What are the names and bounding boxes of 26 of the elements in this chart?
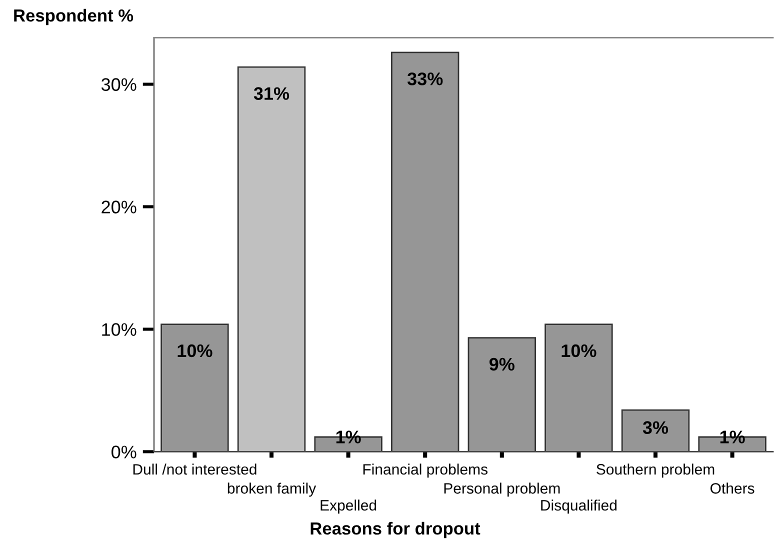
x-tick-label: Expelled [320,500,376,514]
x-axis-title: Reasons for dropout [310,522,480,538]
data-label: 10% [178,344,212,358]
y-tick-label: 0% [112,446,136,458]
x-tick-label: Dull /not interested [133,464,256,475]
x-tick-label: Southern problem [596,464,714,478]
data-label: 33% [407,72,443,86]
data-label: 31% [254,87,290,100]
bar [237,66,306,452]
x-tick-label: broken family [228,482,316,497]
bar [391,52,460,452]
data-label: 9% [489,358,514,371]
data-label: 3% [642,421,668,434]
y-tick-label: 10% [102,323,136,336]
bar [160,324,229,452]
bar [621,409,690,452]
x-tick-label: Financial problems [363,464,488,478]
x-tick-label: Disqualified [541,500,617,514]
x-tick-label: Personal problem [444,482,560,497]
data-label: 10% [562,344,596,358]
bar [468,337,536,452]
bar [544,324,613,452]
x-tick-label: Others [710,482,754,494]
y-axis-title: Respondent % [14,8,134,26]
y-tick-label: 30% [101,78,136,91]
y-tick-label: 20% [102,200,136,214]
